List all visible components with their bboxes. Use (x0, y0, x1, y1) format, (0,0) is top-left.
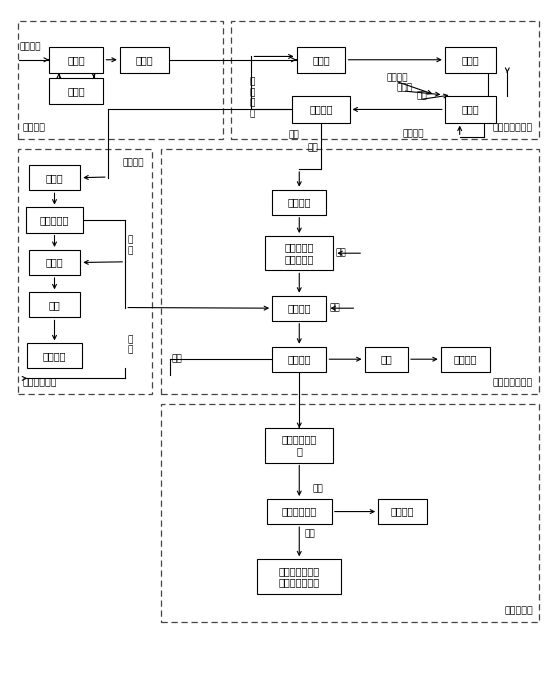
Text: 焦化废水: 焦化废水 (19, 42, 41, 51)
Text: 砂滤: 砂滤 (380, 354, 392, 364)
Text: 脱盐预处理装
置: 脱盐预处理装 置 (281, 435, 317, 456)
FancyBboxPatch shape (445, 47, 496, 73)
Text: 清水: 清水 (313, 485, 324, 493)
Text: 沉降分离池: 沉降分离池 (40, 215, 69, 225)
Text: 污
水: 污 水 (128, 235, 133, 255)
FancyBboxPatch shape (365, 347, 408, 372)
Text: 沉淀池二: 沉淀池二 (287, 354, 311, 364)
FancyBboxPatch shape (378, 499, 427, 524)
FancyBboxPatch shape (29, 165, 80, 190)
Text: 污泥: 污泥 (289, 130, 299, 140)
FancyBboxPatch shape (29, 250, 80, 275)
FancyBboxPatch shape (266, 499, 332, 524)
FancyBboxPatch shape (272, 295, 326, 321)
Text: 缺氧池: 缺氧池 (462, 55, 480, 65)
Text: 气浮池: 气浮池 (135, 55, 153, 65)
FancyBboxPatch shape (49, 78, 103, 104)
Text: 泥饼: 泥饼 (49, 300, 60, 310)
FancyBboxPatch shape (27, 343, 82, 368)
FancyBboxPatch shape (296, 47, 345, 73)
Text: 污泥: 污泥 (171, 355, 182, 364)
Text: 反应池二: 反应池二 (287, 304, 311, 313)
FancyBboxPatch shape (272, 347, 326, 372)
Text: 分级回用至适当
工序或继续处理: 分级回用至适当 工序或继续处理 (279, 566, 320, 587)
Text: 回
流
污
水: 回 流 污 水 (249, 78, 255, 118)
Text: 脱盐处理系: 脱盐处理系 (504, 606, 533, 615)
FancyBboxPatch shape (441, 347, 490, 372)
Text: 压滤机: 压滤机 (46, 258, 63, 268)
FancyBboxPatch shape (120, 47, 169, 73)
FancyBboxPatch shape (272, 189, 326, 215)
FancyBboxPatch shape (265, 236, 333, 270)
Text: 生物脱氮处理系: 生物脱氮处理系 (493, 124, 533, 132)
Text: 好氧池: 好氧池 (462, 105, 480, 114)
Bar (18, 22, 223, 139)
Text: 脱盐处理设施: 脱盐处理设施 (281, 506, 317, 516)
FancyBboxPatch shape (292, 96, 350, 123)
Bar (231, 22, 538, 139)
Text: 混合池: 混合池 (46, 172, 63, 183)
FancyBboxPatch shape (29, 292, 80, 318)
Text: 反应池一: 反应池一 (287, 197, 311, 207)
Text: 除油池: 除油池 (68, 55, 85, 65)
Bar (160, 149, 538, 394)
Text: 预处理系: 预处理系 (23, 124, 46, 132)
Text: 工业水: 工业水 (396, 83, 412, 92)
FancyBboxPatch shape (26, 208, 83, 233)
Text: 均和池: 均和池 (312, 55, 330, 65)
Text: 出水: 出水 (307, 143, 319, 152)
Text: 药剂: 药剂 (336, 249, 347, 258)
Text: 剩余污泥: 剩余污泥 (123, 159, 144, 168)
FancyBboxPatch shape (445, 96, 496, 123)
Text: 事故池: 事故池 (68, 86, 85, 96)
Text: 空气: 空气 (416, 92, 427, 101)
Bar (160, 404, 538, 621)
FancyBboxPatch shape (49, 47, 103, 73)
Text: 流体处理工
业微波装置: 流体处理工 业微波装置 (285, 243, 314, 264)
Text: 碱、磷盐: 碱、磷盐 (386, 73, 408, 82)
FancyBboxPatch shape (265, 428, 333, 462)
Text: 浓水: 浓水 (305, 529, 315, 539)
Text: 回流污泥: 回流污泥 (402, 129, 424, 139)
Text: 配煤炼焦: 配煤炼焦 (43, 351, 66, 361)
Text: 回用水一: 回用水一 (453, 354, 477, 364)
Text: 微波深度处理系: 微波深度处理系 (493, 379, 533, 388)
Text: 污泥处理系统: 污泥处理系统 (23, 379, 58, 388)
FancyBboxPatch shape (257, 559, 341, 594)
Bar (18, 149, 153, 394)
Text: 回用水二: 回用水二 (391, 506, 415, 516)
Text: 药剂: 药剂 (329, 304, 340, 313)
Text: 污
泥: 污 泥 (128, 335, 133, 354)
Text: 沉淀池一: 沉淀池一 (309, 105, 333, 114)
